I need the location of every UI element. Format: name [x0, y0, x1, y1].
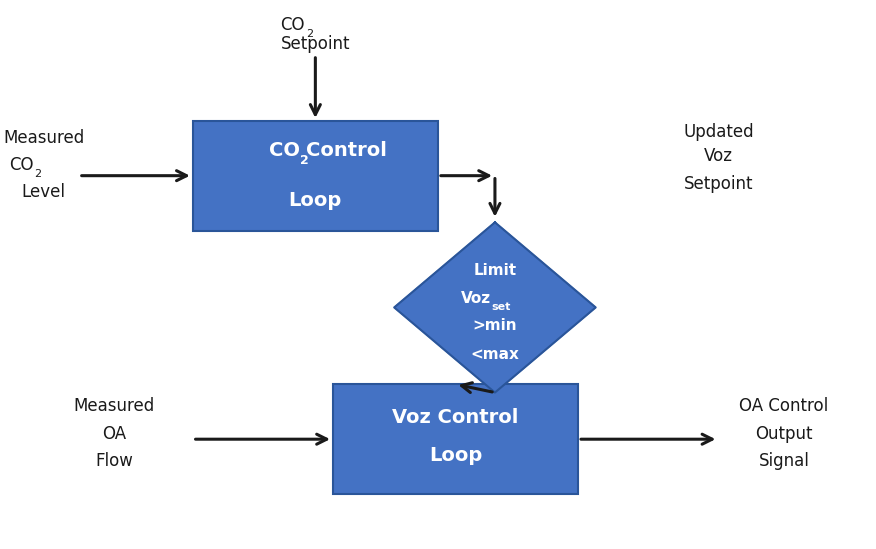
Text: Setpoint: Setpoint [683, 175, 753, 193]
Text: Loop: Loop [289, 191, 342, 210]
Text: Measured: Measured [74, 397, 154, 415]
FancyBboxPatch shape [193, 121, 438, 231]
Text: Output: Output [755, 425, 813, 442]
Text: Measured: Measured [4, 130, 84, 147]
Text: 2: 2 [306, 29, 313, 39]
Text: 2: 2 [34, 169, 41, 179]
Text: CO: CO [280, 16, 305, 33]
Text: >min: >min [473, 318, 517, 333]
Text: Voz: Voz [461, 291, 491, 306]
Polygon shape [394, 222, 596, 393]
Text: Loop: Loop [429, 446, 482, 465]
Text: Limit: Limit [473, 263, 517, 278]
Text: Voz Control: Voz Control [392, 408, 519, 427]
Text: Voz: Voz [703, 148, 733, 165]
Text: Level: Level [22, 183, 66, 201]
Text: <max: <max [470, 348, 519, 362]
Text: Signal: Signal [759, 452, 809, 470]
Text: set: set [491, 302, 511, 312]
Text: 2: 2 [300, 154, 309, 167]
Text: CO: CO [269, 142, 300, 160]
FancyBboxPatch shape [333, 384, 578, 494]
Text: Updated: Updated [683, 123, 753, 141]
Text: CO: CO [9, 156, 33, 173]
Text: OA: OA [102, 425, 126, 442]
Text: Setpoint: Setpoint [280, 35, 350, 53]
Text: Control: Control [306, 142, 386, 160]
Text: Flow: Flow [95, 452, 133, 470]
Text: OA Control: OA Control [739, 397, 829, 415]
